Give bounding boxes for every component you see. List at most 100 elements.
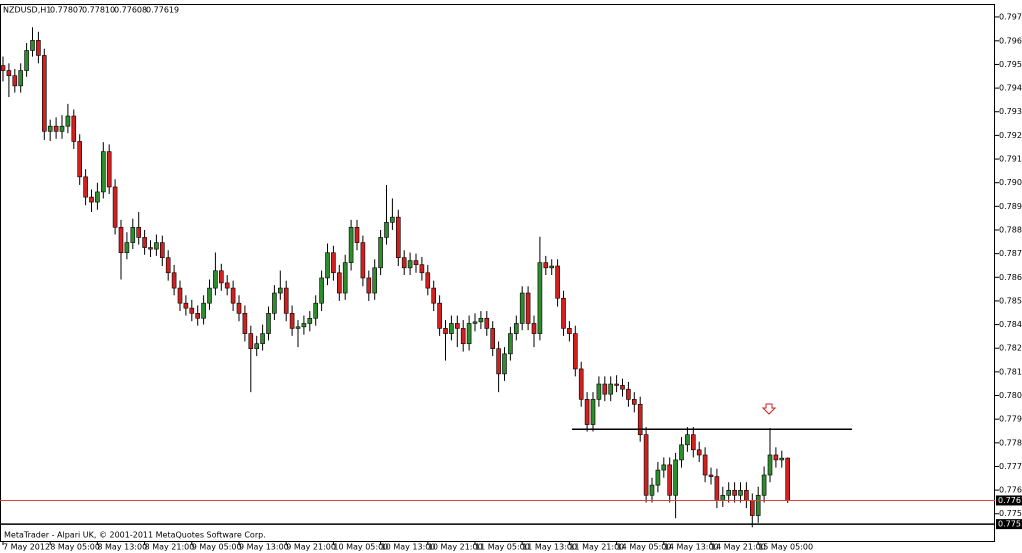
y-tick-label: 0.79450 (999, 84, 1022, 93)
candle-body (437, 302, 442, 329)
footer: MetaTrader - Alpari UK, © 2001-2011 Meta… (4, 531, 266, 540)
candle-body (378, 237, 383, 269)
candle-body (0, 65, 6, 71)
x-tick-label: 7 May 2012 (3, 543, 50, 552)
candle-body (472, 321, 478, 324)
candle-body (685, 434, 690, 446)
candle-body (537, 262, 543, 334)
candle-body (224, 282, 230, 289)
y-tick-label: 0.77875 (999, 438, 1022, 447)
candle-body (407, 260, 413, 269)
candle-body (390, 216, 395, 223)
candle-body (449, 323, 454, 334)
candle-body (655, 469, 661, 486)
candle-body (496, 348, 501, 375)
x-tick-label: 9 May 21:00 (286, 543, 336, 552)
candle-body (260, 333, 265, 345)
candle-body (301, 323, 307, 328)
candle-body (773, 454, 779, 461)
x-tick-label: 11 May 05:00 (475, 543, 530, 552)
x-tick-label: 14 May 21:00 (711, 543, 766, 552)
x-tick-label: 10 May 05:00 (333, 543, 388, 552)
candle-body (401, 257, 407, 269)
y-tick-label: 0.78715 (999, 249, 1022, 258)
candle-body (555, 265, 560, 299)
candle-body (690, 434, 696, 451)
candle-body (702, 454, 708, 476)
candle-body (513, 323, 519, 334)
x-tick-label: 11 May 21:00 (569, 543, 624, 552)
y-tick-label: 0.78820 (999, 225, 1022, 234)
level-label: 0.77514 (998, 520, 1022, 529)
y-tick-label: 0.77980 (999, 415, 1022, 424)
candle-body (41, 55, 47, 132)
candle-body (124, 242, 130, 254)
candle-body (366, 277, 372, 294)
candle-body (714, 476, 720, 501)
candle-body (602, 383, 608, 395)
candle-body (254, 343, 259, 349)
candle-body (543, 262, 549, 269)
candle-body (112, 186, 118, 228)
candle-body (53, 125, 59, 132)
y-tick-label: 0.77665 (999, 486, 1022, 495)
y-tick-label: 0.77560 (999, 509, 1022, 518)
candle-body (726, 490, 732, 496)
candle-body (331, 252, 336, 274)
ohlc-value: 0.77608 (114, 6, 147, 15)
candle-body (738, 490, 743, 496)
candle-body (248, 333, 254, 349)
candle-body (24, 50, 29, 71)
candle-body (643, 434, 649, 496)
candle-body (755, 494, 761, 516)
candle-body (65, 115, 71, 127)
bid-label-box (996, 495, 1022, 506)
candle-body (667, 464, 673, 496)
candle-body (289, 313, 295, 329)
bid-label: 0.77619 (998, 496, 1022, 505)
level-label-box (996, 519, 1022, 530)
candle-body (283, 287, 289, 314)
candle-body (130, 226, 136, 243)
candle-body (36, 40, 41, 56)
candle-body (336, 272, 342, 294)
candle-body (354, 226, 360, 243)
y-tick-label: 0.79660 (999, 36, 1022, 45)
y-tick-label: 0.78295 (999, 344, 1022, 353)
candle-body (148, 247, 153, 250)
y-tick-label: 0.78925 (999, 202, 1022, 211)
candle-body (631, 399, 637, 405)
candle-body (425, 272, 431, 289)
candle-body (466, 323, 472, 345)
y-tick-label: 0.79555 (999, 60, 1022, 69)
y-tick-label: 0.79240 (999, 131, 1022, 140)
candle-body (59, 125, 65, 132)
candle-body (12, 75, 18, 87)
candle-body (454, 323, 460, 329)
candle-body (596, 383, 602, 400)
candle-body (219, 270, 224, 284)
candle-body (584, 399, 590, 425)
plot-frame (0, 4, 995, 542)
candle-body (590, 399, 596, 425)
candle-body (572, 333, 578, 370)
candle-body (213, 270, 218, 289)
candle-body (6, 70, 12, 77)
candle-body (761, 474, 767, 496)
candle-body (118, 226, 124, 254)
candle-body (673, 459, 678, 496)
candle-body (295, 326, 301, 329)
candle-body (47, 125, 53, 132)
candle-body (313, 302, 319, 319)
candle-body (395, 216, 401, 258)
candle-body (154, 242, 159, 250)
candle-body (348, 226, 354, 263)
x-tick-label: 15 May 05:00 (758, 543, 813, 552)
candle-body (637, 403, 643, 436)
candle-body (160, 242, 165, 258)
candle-body (325, 252, 330, 279)
candle-body (478, 317, 484, 323)
candle-body (419, 264, 425, 274)
y-tick-label: 0.77770 (999, 462, 1022, 471)
candle-body (83, 176, 88, 198)
